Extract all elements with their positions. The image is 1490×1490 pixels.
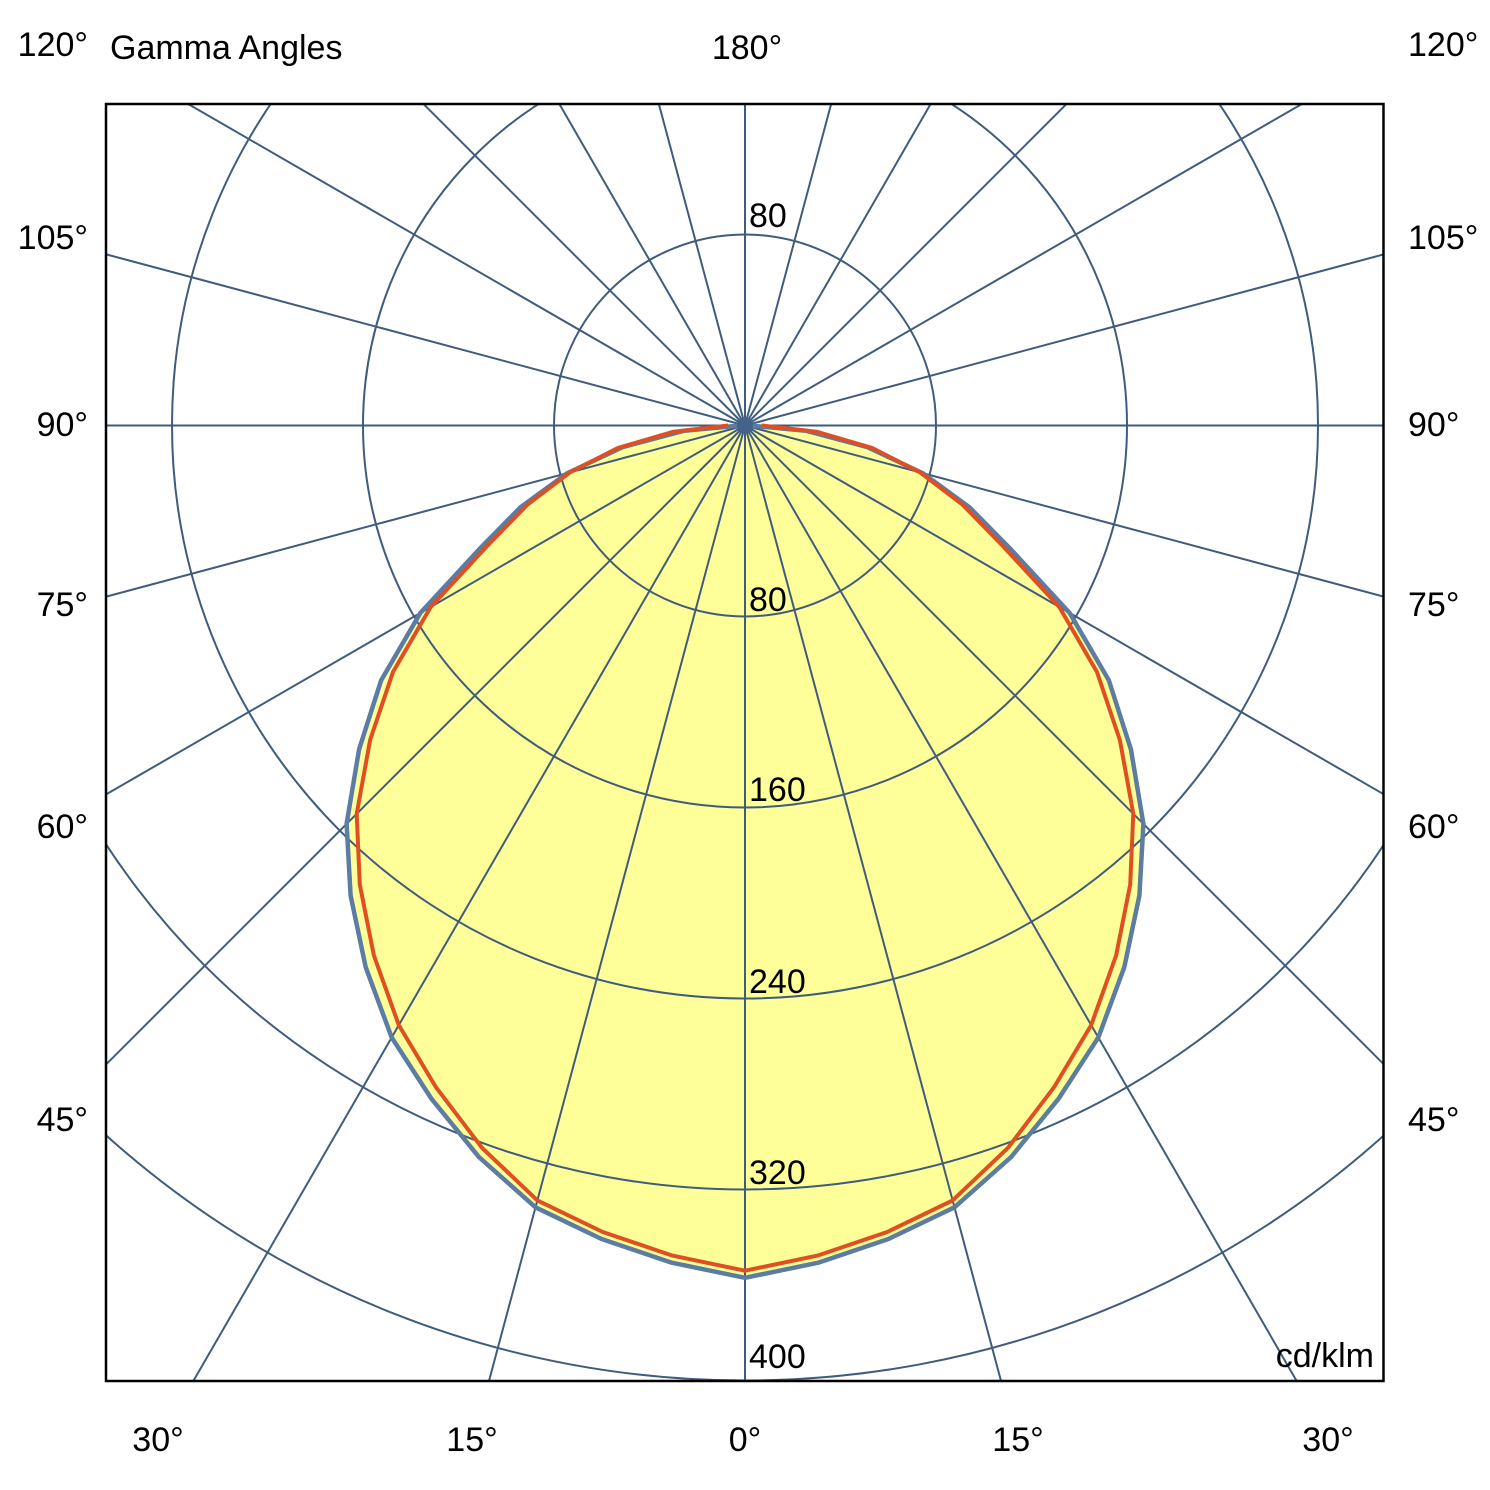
radial-tick-160: 160 bbox=[749, 771, 806, 809]
angle-label-left-120: 120° bbox=[17, 26, 88, 64]
gamma-ray bbox=[744, 424, 1298, 1381]
gamma-ray bbox=[558, 104, 746, 427]
gamma-ray bbox=[744, 253, 1384, 427]
gamma-ray bbox=[744, 425, 1003, 1381]
radial-tick-80: 80 bbox=[749, 581, 787, 619]
angle-label-bottom-30-left: 30° bbox=[132, 1421, 184, 1459]
polar-origin-dot bbox=[737, 417, 753, 434]
radial-grid-circle bbox=[106, 842, 1384, 1191]
gamma-ray bbox=[744, 104, 1068, 427]
gamma-ray bbox=[657, 104, 746, 426]
gamma-ray bbox=[744, 104, 932, 427]
gamma-ray bbox=[744, 424, 1384, 598]
plot-frame bbox=[104, 102, 1385, 1383]
angle-label-right-45: 45° bbox=[1408, 1101, 1460, 1139]
radial-grid-circle bbox=[553, 233, 937, 618]
angle-label-left-45: 45° bbox=[36, 1101, 88, 1139]
angle-label-left-90: 90° bbox=[36, 406, 88, 444]
angle-label-left-60: 60° bbox=[36, 808, 88, 846]
angle-label-right-75: 75° bbox=[1408, 586, 1460, 624]
gamma-ray bbox=[744, 104, 833, 426]
angle-label-right-120: 120° bbox=[1408, 26, 1479, 64]
intensity-curve-c0-c180 bbox=[344, 423, 1146, 1281]
angle-label-bottom-0: 0° bbox=[728, 1421, 762, 1459]
angle-label-left-75: 75° bbox=[36, 586, 88, 624]
radial-grid-circle bbox=[171, 104, 1319, 1000]
angle-label-right-60: 60° bbox=[1408, 808, 1460, 846]
angle-label-bottom-30-right: 30° bbox=[1302, 1421, 1354, 1459]
chart-title: Gamma Angles bbox=[110, 29, 343, 67]
gamma-ray bbox=[186, 104, 746, 427]
intensity-curve-c90-c270 bbox=[354, 423, 1136, 1273]
radial-grid-circle bbox=[362, 104, 1128, 809]
radial-tick-80-upper: 80 bbox=[749, 197, 787, 235]
radial-tick-400: 400 bbox=[749, 1338, 806, 1376]
angle-label-180-top: 180° bbox=[711, 29, 783, 67]
gamma-ray bbox=[744, 424, 1384, 796]
radial-tick-240: 240 bbox=[749, 963, 806, 1001]
gamma-ray bbox=[744, 104, 1304, 427]
angle-label-left-105: 105° bbox=[17, 219, 88, 257]
gamma-ray bbox=[487, 425, 746, 1381]
angle-label-bottom-15-right: 15° bbox=[992, 1421, 1044, 1459]
gamma-ray bbox=[744, 424, 1384, 1066]
unit-label: cd/klm bbox=[1275, 1337, 1374, 1375]
gamma-ray bbox=[106, 253, 746, 427]
angle-label-right-105: 105° bbox=[1408, 219, 1479, 257]
gamma-ray bbox=[422, 104, 746, 427]
gamma-ray bbox=[192, 424, 746, 1381]
gamma-ray bbox=[106, 424, 746, 598]
angle-label-right-90: 90° bbox=[1408, 406, 1460, 444]
gamma-ray bbox=[106, 424, 746, 796]
radial-tick-320: 320 bbox=[749, 1154, 806, 1192]
angle-label-bottom-15-left: 15° bbox=[446, 1421, 498, 1459]
gamma-ray bbox=[106, 424, 746, 1066]
